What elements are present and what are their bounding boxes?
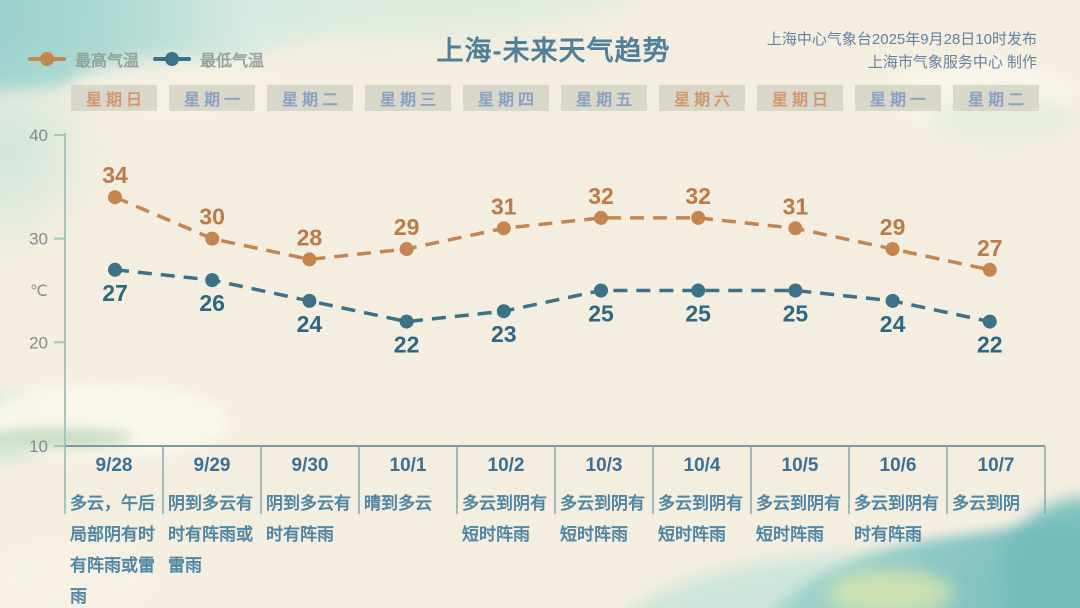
forecast-condition: 多云到阴 <box>952 494 1020 513</box>
forecast-date: 10/2 <box>487 455 525 476</box>
forecast-date: 9/30 <box>291 455 329 476</box>
y-tick-label: 40 <box>29 126 48 145</box>
max-temp-value-10/4: 32 <box>685 183 711 209</box>
forecast-date: 10/7 <box>977 455 1015 476</box>
min-temp-value-10/4: 25 <box>685 301 711 327</box>
publish-line-2: 上海市气象服务中心 制作 <box>867 54 1037 72</box>
min-temp-value-10/1: 22 <box>394 332 420 358</box>
forecast-column-10/1: 10/1 晴到多云 <box>359 446 457 608</box>
min-temp-point-10/6 <box>885 293 900 308</box>
forecast-column-10/5: 10/5 多云到阴有短时阵雨 <box>751 446 849 608</box>
min-temp-value-10/5: 25 <box>783 301 809 327</box>
max-temp-value-10/7: 27 <box>977 235 1003 261</box>
min-temp-point-10/2 <box>496 304 511 319</box>
forecast-date: 10/4 <box>683 455 721 476</box>
y-tick-label: 20 <box>29 333 48 352</box>
min-temp-line <box>114 268 991 324</box>
forecast-date: 10/3 <box>585 455 623 476</box>
min-temp-point-10/5 <box>788 283 803 298</box>
max-temp-value-10/5: 31 <box>783 193 809 219</box>
forecast-column-10/3: 10/3 多云到阴有短时阵雨 <box>555 446 653 608</box>
forecast-condition: 多云到阴有短时阵雨 <box>756 494 841 544</box>
legend: 最高气温 最低气温 <box>28 47 264 71</box>
min-temp-point-9/28 <box>108 262 122 277</box>
min-temp-point-9/30 <box>302 293 317 308</box>
forecast-date: 10/6 <box>879 455 917 476</box>
forecast-condition: 阴到多云有时有阵雨 <box>266 494 351 544</box>
forecast-column-10/7: 10/7 多云到阴 <box>947 446 1045 608</box>
forecast-column-9/30: 9/30 阴到多云有时有阵雨 <box>261 446 359 608</box>
y-tick-label: 30 <box>29 230 48 249</box>
max-temp-point-10/4 <box>691 210 706 225</box>
forecast-column-10/2: 10/2 多云到阴有短时阵雨 <box>457 446 555 608</box>
min-temp-point-10/7 <box>982 314 997 329</box>
tab-weekday-9/29[interactable]: 星期一 <box>169 85 255 111</box>
forecast-table: 9/28 多云，午后局部阴有时有阵雨或雷雨 9/29 阴到多云有时有阵雨或雷雨 9/30… <box>65 446 1045 608</box>
max-temp-point-9/29 <box>205 231 220 246</box>
forecast-condition: 阴到多云有时有阵雨或雷雨 <box>168 494 253 575</box>
max-temp-point-10/6 <box>885 242 900 257</box>
forecast-date: 10/1 <box>389 455 427 476</box>
min-temp-point-10/3 <box>594 283 608 298</box>
forecast-date: 10/5 <box>781 455 819 476</box>
max-temp-value-9/30: 28 <box>297 224 323 250</box>
max-temp-point-10/7 <box>982 262 997 277</box>
publish-line-1: 上海中心气象台2025年9月28日10时发布 <box>766 31 1037 48</box>
tab-weekday-10/1[interactable]: 星期三 <box>365 85 451 111</box>
min-temp-value-10/7: 22 <box>977 332 1003 358</box>
min-temp-point-9/29 <box>205 273 220 288</box>
forecast-condition: 多云到阴有短时阵雨 <box>462 494 547 544</box>
y-axis-unit-label: ℃ <box>30 283 48 300</box>
tab-weekday-10/7[interactable]: 星期二 <box>953 85 1039 111</box>
forecast-column-10/6: 10/6 多云到阴有时有阵雨 <box>849 446 947 608</box>
min-temp-point-10/1 <box>399 314 414 329</box>
forecast-date: 9/29 <box>193 455 231 476</box>
max-temp-value-9/29: 30 <box>199 204 225 230</box>
tab-weekday-10/4[interactable]: 星期六 <box>659 85 745 111</box>
min-temp-value-10/2: 23 <box>491 321 517 347</box>
min-temp-value-10/3: 25 <box>588 301 614 327</box>
forecast-column-9/29: 9/29 阴到多云有时有阵雨或雷雨 <box>163 446 261 608</box>
legend-item-min: 最低气温 <box>153 47 264 71</box>
min-temp-value-9/30: 24 <box>297 311 323 337</box>
max-temp-value-10/1: 29 <box>394 214 420 240</box>
tab-weekday-10/3[interactable]: 星期五 <box>561 85 647 111</box>
min-temp-point-10/4 <box>691 283 706 298</box>
max-temp-point-9/30 <box>302 252 317 267</box>
forecast-condition: 多云到阴有时有阵雨 <box>854 494 939 544</box>
min-temp-value-9/29: 26 <box>199 290 225 316</box>
tab-weekday-9/30[interactable]: 星期二 <box>267 85 353 111</box>
tab-weekday-10/2[interactable]: 星期四 <box>463 85 549 111</box>
max-temp-point-10/5 <box>788 221 803 236</box>
tab-weekday-10/6[interactable]: 星期一 <box>855 85 941 111</box>
publish-info: 上海中心气象台2025年9月28日10时发布 上海市气象服务中心 制作 <box>767 28 1037 75</box>
forecast-condition: 多云到阴有短时阵雨 <box>658 494 743 544</box>
max-temp-value-9/28: 34 <box>102 162 128 188</box>
y-tick-label: 10 <box>29 437 48 456</box>
min-temp-value-9/28: 27 <box>102 280 128 306</box>
forecast-condition: 多云到阴有短时阵雨 <box>560 494 645 544</box>
max-temp-value-10/3: 32 <box>588 183 614 209</box>
forecast-date: 9/28 <box>95 455 133 476</box>
max-temp-line <box>114 195 991 272</box>
min-temp-value-10/6: 24 <box>880 311 906 337</box>
tab-weekday-10/5[interactable]: 星期日 <box>757 85 843 111</box>
forecast-condition: 多云，午后局部阴有时有阵雨或雷雨 <box>70 494 155 606</box>
max-temp-line-dot-icon <box>28 52 66 66</box>
forecast-column-10/4: 10/4 多云到阴有短时阵雨 <box>653 446 751 608</box>
forecast-condition: 晴到多云 <box>364 494 432 513</box>
max-temp-point-10/1 <box>399 242 414 257</box>
max-temp-value-10/2: 31 <box>491 193 517 219</box>
max-temp-point-10/3 <box>594 210 608 225</box>
forecast-column-9/28: 9/28 多云，午后局部阴有时有阵雨或雷雨 <box>65 446 163 608</box>
legend-label-max: 最高气温 <box>75 53 140 70</box>
min-temp-line-dot-icon <box>153 52 192 66</box>
tab-weekday-9/28[interactable]: 星期日 <box>71 85 157 111</box>
legend-label-min: 最低气温 <box>200 53 265 70</box>
legend-item-max: 最高气温 <box>28 47 139 71</box>
max-temp-point-10/2 <box>496 221 511 236</box>
max-temp-value-10/6: 29 <box>880 214 906 240</box>
max-temp-point-9/28 <box>108 190 122 205</box>
